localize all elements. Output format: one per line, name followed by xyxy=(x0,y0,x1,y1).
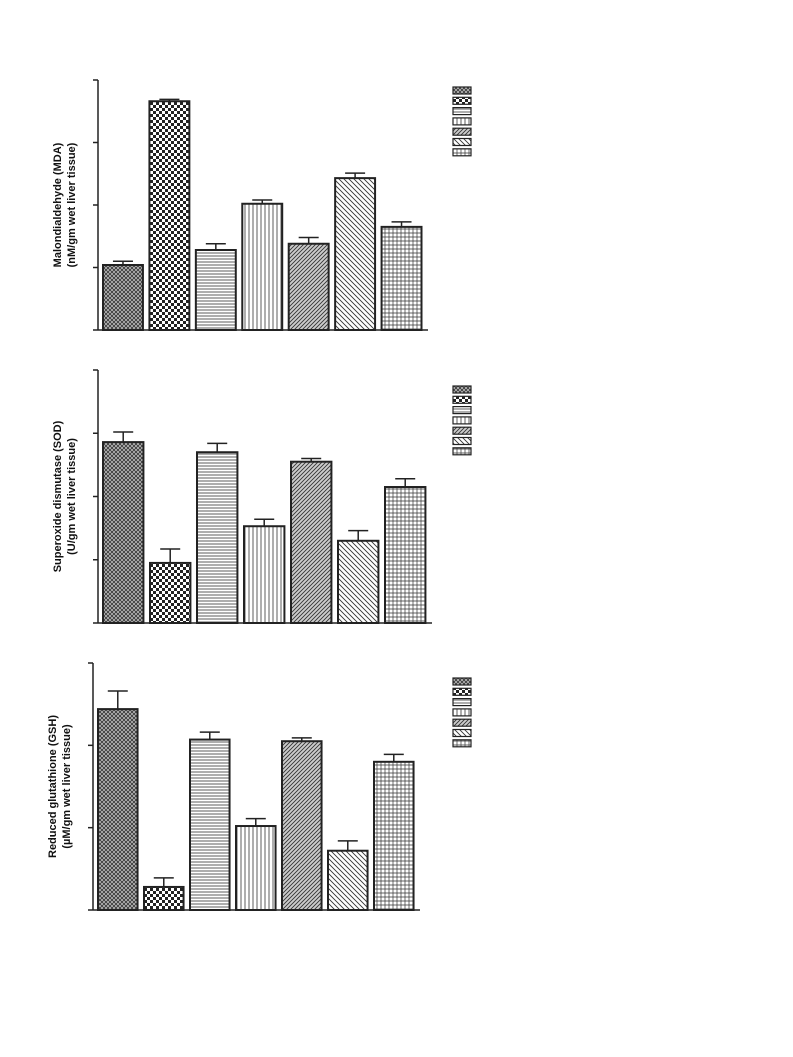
legend-swatch xyxy=(452,117,472,126)
bar xyxy=(235,825,277,912)
legend-swatch xyxy=(452,416,472,425)
legend-swatch xyxy=(452,385,472,394)
legend-swatch xyxy=(452,739,472,748)
bar xyxy=(380,225,423,331)
bar xyxy=(102,264,144,331)
bar xyxy=(384,486,427,625)
legend-swatch xyxy=(452,697,472,707)
bar xyxy=(287,242,330,331)
bar xyxy=(327,849,369,911)
legend-swatch xyxy=(452,137,472,147)
legend-swatch xyxy=(452,406,472,415)
bar xyxy=(243,525,286,624)
bar xyxy=(241,202,284,331)
bar xyxy=(194,249,237,331)
legend-swatch xyxy=(452,677,472,686)
bar xyxy=(337,539,380,625)
bar xyxy=(102,441,145,625)
legend-swatch xyxy=(452,148,472,157)
legend-swatch xyxy=(452,447,472,456)
y-axis-label: Reduced glutathione (GSH) xyxy=(47,715,59,858)
legend-swatch xyxy=(452,708,472,717)
bar xyxy=(148,100,191,331)
bar xyxy=(189,738,231,911)
legend-swatch xyxy=(452,127,472,136)
bar xyxy=(143,885,185,911)
legend-swatch xyxy=(452,718,472,727)
legend-swatch xyxy=(452,426,472,435)
bar xyxy=(149,561,192,624)
legend-swatch xyxy=(452,728,472,738)
bar xyxy=(334,177,377,331)
bar xyxy=(281,740,323,912)
y-axis-label: Malondialdehyde (MDA) xyxy=(52,142,64,267)
y-axis-label: (µM/gm wet liver tissue) xyxy=(61,724,73,849)
bar xyxy=(290,460,333,624)
bar xyxy=(196,451,239,624)
y-axis-label: Superoxide dismutase (SOD) xyxy=(52,420,64,572)
y-axis-label: (U/gm wet liver tissue) xyxy=(66,438,78,555)
legend-swatch xyxy=(452,106,472,116)
legend-swatch xyxy=(452,687,472,696)
legend-swatch xyxy=(452,436,472,446)
legend-swatch xyxy=(452,96,472,105)
bar xyxy=(97,708,139,912)
legend-swatch xyxy=(452,395,472,404)
y-axis-label: (nM/gm wet liver tissue) xyxy=(66,142,78,267)
bar xyxy=(373,760,415,911)
legend-swatch xyxy=(452,86,472,95)
